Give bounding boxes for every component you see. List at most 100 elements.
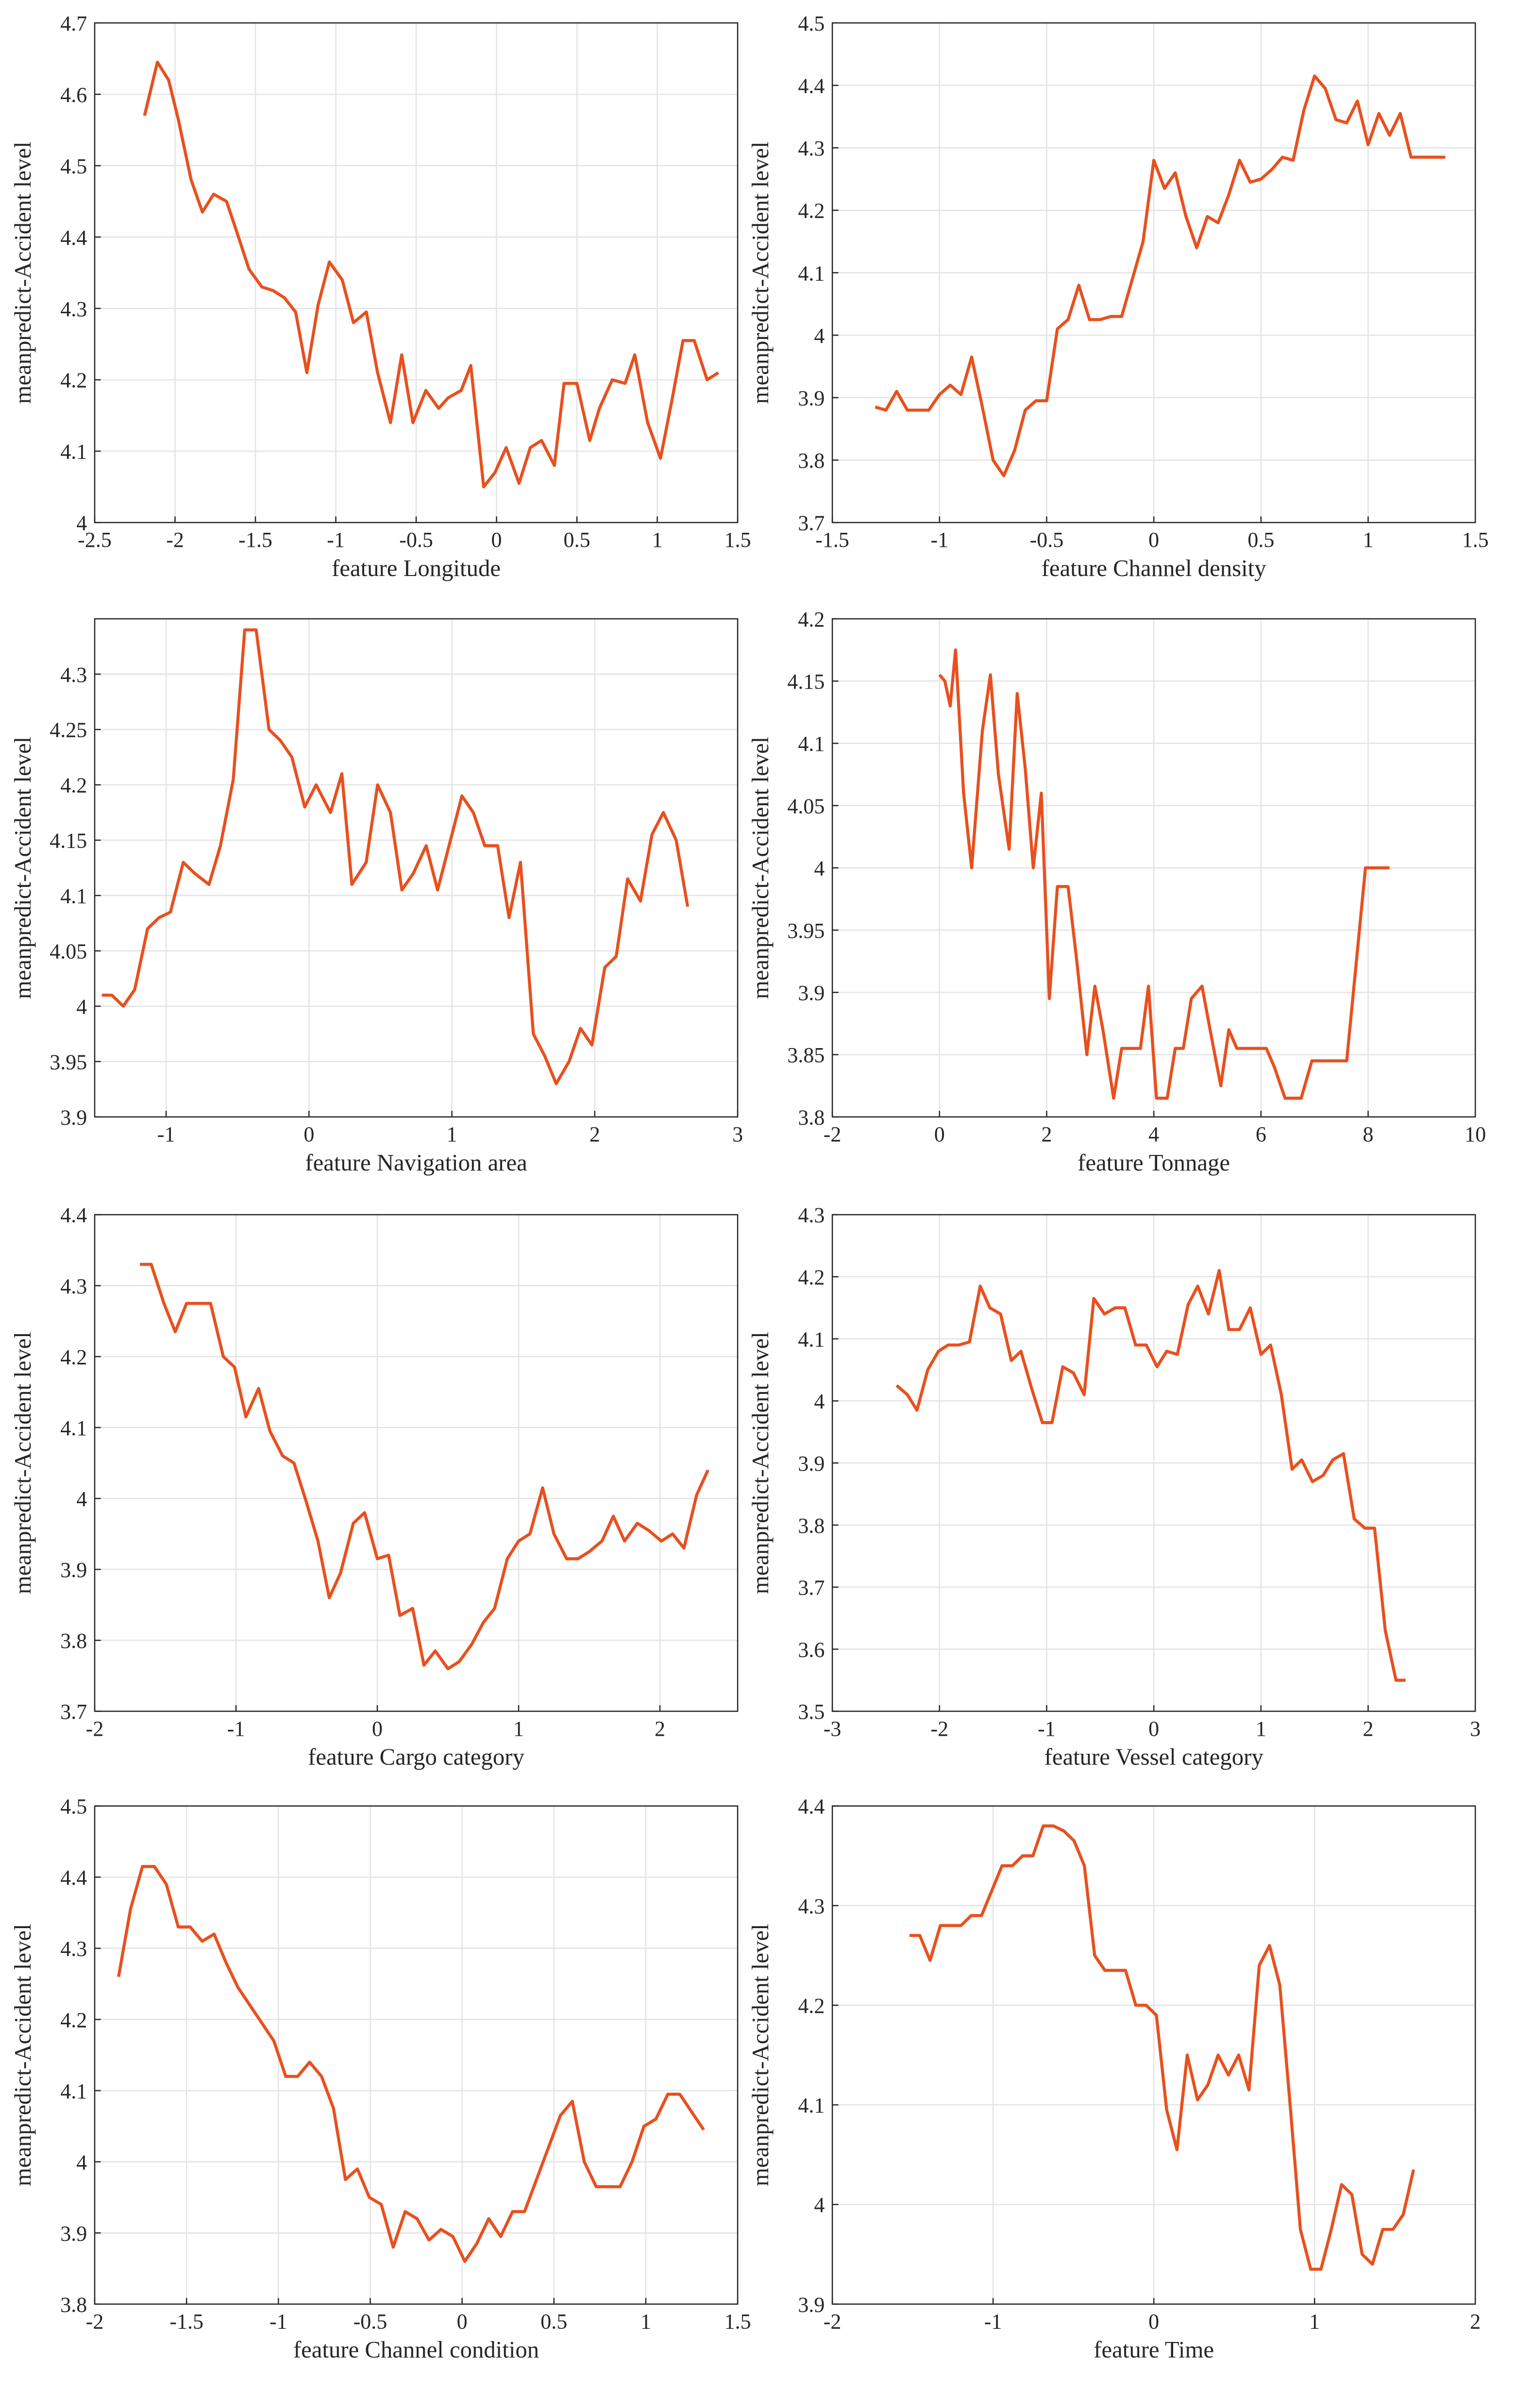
data-line <box>875 74 1446 477</box>
data-line <box>143 60 720 489</box>
subplot: -2 -1 0 1 2 3.7 3.8 3.9 4 4.1 4.2 4.3 4.4 feature Car… <box>10 1204 739 1770</box>
y-tick-label: 4.2 <box>60 369 87 392</box>
x-axis-label: feature Channel condition <box>293 2337 539 2363</box>
x-axis-label: feature Longitude <box>332 555 501 581</box>
y-tick-label: 4.2 <box>60 2008 87 2032</box>
x-tick-label: 1.5 <box>724 2309 751 2333</box>
y-tick-label: 3.8 <box>60 1629 87 1653</box>
x-tick-label: 3 <box>1470 1717 1481 1741</box>
x-tick-label: 0 <box>934 1122 945 1146</box>
x-axis-label: feature Channel density <box>1042 555 1267 581</box>
x-axis-label: feature Navigation area <box>305 1150 527 1176</box>
x-tick-label: 2 <box>1363 1717 1374 1741</box>
y-tick-label: 4 <box>814 324 825 348</box>
y-tick-label: 3.9 <box>798 981 825 1005</box>
y-tick-label: 4.15 <box>50 829 87 853</box>
y-tick-label: 4.1 <box>798 2094 825 2118</box>
x-axis-label: feature Tonnage <box>1077 1150 1230 1176</box>
y-tick-label: 4.25 <box>50 718 87 742</box>
y-tick-label: 4.3 <box>798 1204 825 1227</box>
x-tick-label: -1.5 <box>169 2309 203 2333</box>
y-tick-label: 3.7 <box>60 1700 87 1724</box>
plot-frame <box>831 1805 1476 2305</box>
x-tick-label: 1 <box>640 2309 651 2333</box>
y-tick-label: 3.8 <box>60 2293 87 2317</box>
x-tick-label: 1 <box>513 1717 524 1741</box>
plot-frame <box>831 618 1476 1118</box>
y-tick-label: 4.3 <box>60 297 87 321</box>
y-tick-label: 4.3 <box>60 663 87 687</box>
x-tick-label: 2 <box>1041 1122 1052 1146</box>
subplot: -2 -1 0 1 2 3.9 4 4.1 4.2 4.3 4.4 feature Time meanp… <box>747 1795 1481 2363</box>
x-tick-label: -1 <box>930 528 948 552</box>
plot-area <box>95 1215 738 1712</box>
y-tick-label: 3.7 <box>798 1576 825 1600</box>
plot-area <box>95 1806 738 2305</box>
x-tick-label: -0.5 <box>354 2309 387 2333</box>
x-tick-label: -1.5 <box>238 528 272 552</box>
y-tick-label: 4 <box>814 1390 825 1413</box>
y-tick-label: 4.3 <box>60 1937 87 1961</box>
y-tick-label: 4 <box>814 2193 825 2217</box>
x-tick-label: 0.5 <box>1247 528 1274 552</box>
x-tick-label: -0.5 <box>1030 528 1064 552</box>
x-tick-label: -1 <box>327 528 345 552</box>
y-tick-label: 4 <box>76 511 87 535</box>
x-tick-label: 0 <box>1148 528 1159 552</box>
subplot: -2.5 -2 -1.5 -1 -0.5 0 0.5 1 1.5 4 4.1 4.2 4.3 4.4 4.5… <box>10 12 751 581</box>
x-tick-label: -0.5 <box>399 528 433 552</box>
y-tick-label: 3.95 <box>50 1050 87 1074</box>
x-tick-label: -1.5 <box>815 528 849 552</box>
x-tick-label: 0.5 <box>564 528 590 552</box>
subplot: -3 -2 -1 0 1 2 3 3.5 3.6 3.7 3.8 3.9 4 4.1 4.2 4.3 featu… <box>747 1204 1481 1770</box>
x-tick-label: -3 <box>824 1717 842 1741</box>
y-tick-label: 3.9 <box>60 1105 87 1129</box>
y-tick-label: 4.4 <box>60 1866 87 1890</box>
x-axis-label: feature Cargo category <box>308 1744 524 1770</box>
data-line <box>938 648 1390 1100</box>
y-tick-label: 4.4 <box>60 226 87 250</box>
y-tick-label: 4.3 <box>60 1274 87 1298</box>
y-axis-label: meanpredict-Accident level <box>747 737 774 999</box>
y-tick-label: 4.1 <box>798 1327 825 1351</box>
x-tick-label: -2 <box>86 2309 104 2333</box>
y-tick-label: 3.7 <box>798 511 825 535</box>
y-tick-label: 4.2 <box>60 1345 87 1369</box>
y-tick-label: 4.5 <box>798 12 825 35</box>
y-tick-label: 4.5 <box>60 154 87 178</box>
y-axis-label: meanpredict-Accident level <box>10 737 36 999</box>
x-tick-label: -2 <box>86 1717 104 1741</box>
y-tick-label: 4.4 <box>798 74 825 98</box>
y-tick-label: 4.3 <box>798 1894 825 1918</box>
subplot: -1 0 1 2 3 3.9 3.95 4 4.05 4.1 4.15 4.2 4.25 4.3 featu… <box>10 618 743 1176</box>
y-tick-label: 4.4 <box>60 1204 87 1227</box>
x-tick-label: -2 <box>824 2309 842 2333</box>
y-tick-label: 4.15 <box>787 670 825 694</box>
y-tick-label: 4.1 <box>60 1416 87 1440</box>
y-axis-label: meanpredict-Accident level <box>747 1332 774 1594</box>
x-tick-label: -1 <box>157 1122 175 1146</box>
x-tick-label: 1 <box>447 1122 457 1146</box>
x-tick-label: 0 <box>1148 1717 1159 1741</box>
y-tick-label: 4.1 <box>60 440 87 464</box>
plot-frame <box>831 1214 1476 1712</box>
plot-frame <box>94 1214 739 1712</box>
y-tick-label: 3.9 <box>798 386 825 410</box>
y-axis-label: meanpredict-Accident level <box>10 1332 36 1594</box>
y-tick-label: 4 <box>76 1487 87 1511</box>
y-tick-label: 4 <box>76 995 87 1019</box>
y-tick-label: 4.05 <box>50 940 87 964</box>
x-tick-label: 1 <box>652 528 663 552</box>
x-tick-label: 1 <box>1256 1717 1266 1741</box>
x-tick-label: 8 <box>1363 1122 1374 1146</box>
plot-frame <box>94 618 739 1118</box>
x-tick-label: 3 <box>732 1122 743 1146</box>
y-tick-label: 3.9 <box>60 2221 87 2245</box>
x-tick-label: 2 <box>1470 2309 1481 2333</box>
x-tick-label: 2 <box>589 1122 600 1146</box>
x-tick-label: 0.5 <box>540 2309 567 2333</box>
x-tick-label: -1 <box>269 2309 287 2333</box>
x-tick-label: 10 <box>1464 1122 1486 1146</box>
y-tick-label: 3.8 <box>798 449 825 473</box>
